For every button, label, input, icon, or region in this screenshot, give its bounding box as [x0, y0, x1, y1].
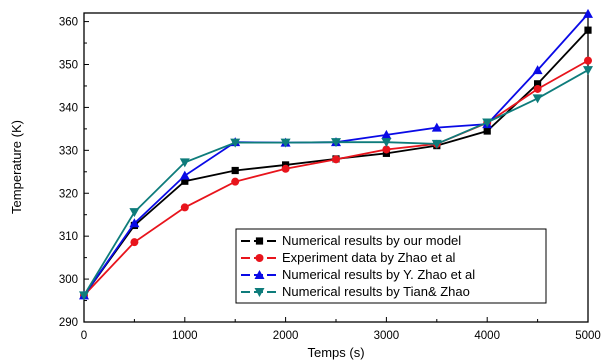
data-point [179, 170, 190, 180]
legend-swatch-marker [255, 254, 264, 262]
data-point [584, 26, 592, 34]
legend-swatch-marker [254, 270, 265, 279]
x-tick-label: 3000 [374, 330, 400, 342]
y-tick-label: 300 [59, 274, 78, 286]
y-axis-title: Temperature (K) [9, 120, 24, 214]
data-point [431, 139, 442, 149]
x-tick-label: 4000 [474, 330, 500, 342]
x-tick-label: 5000 [575, 330, 601, 342]
data-point [431, 122, 442, 132]
data-point [483, 127, 491, 135]
y-tick-label: 330 [59, 145, 78, 157]
data-point [230, 138, 241, 148]
x-axis-title: Temps (s) [307, 345, 364, 360]
data-point [332, 155, 340, 164]
data-point [532, 65, 543, 75]
data-point [79, 291, 89, 301]
data-point [482, 118, 493, 128]
x-tick-label: 2000 [273, 330, 299, 342]
legend-label-2: Experiment data by Zhao et al [282, 250, 456, 265]
data-point [583, 66, 593, 76]
y-tick-label: 340 [59, 102, 78, 114]
data-point [180, 203, 189, 212]
x-tick-label: 1000 [172, 330, 198, 342]
data-point [331, 138, 341, 148]
y-tick-label: 350 [59, 60, 78, 72]
series-layer [79, 8, 593, 301]
series-4 [79, 66, 593, 301]
data-point [583, 8, 593, 18]
y-tick-label: 290 [59, 317, 78, 329]
data-point [129, 208, 140, 218]
y-axis: 290 300 310 320 330 340 350 360 [59, 17, 89, 329]
data-point [534, 80, 542, 88]
legend-swatch-marker [254, 288, 265, 297]
data-point [281, 164, 290, 173]
data-point [181, 177, 189, 185]
legend-label-4: Numerical results by Tian& Zhao [282, 284, 470, 299]
legend: Numerical results by our model Experimen… [235, 228, 547, 304]
x-tick-label: 0 [81, 330, 87, 342]
data-point [280, 138, 291, 148]
data-point [231, 166, 239, 175]
data-point [382, 145, 391, 154]
data-point [129, 218, 140, 228]
data-point [231, 177, 240, 186]
data-point [381, 129, 392, 139]
legend-label-1: Numerical results by our model [282, 233, 461, 248]
y-tick-label: 360 [59, 17, 78, 29]
legend-label-3: Numerical results by Y. Zhao et al [282, 267, 475, 282]
legend-box [235, 228, 547, 304]
x-axis: 0 1000 2000 3000 4000 5000 [81, 317, 601, 342]
data-point [584, 56, 592, 65]
data-point [533, 84, 542, 93]
data-point [179, 158, 190, 168]
data-point [532, 94, 543, 104]
data-point [381, 138, 392, 148]
y-tick-label: 320 [59, 188, 78, 200]
data-point [130, 238, 139, 247]
y-tick-label: 310 [59, 231, 78, 243]
legend-swatch-marker [255, 237, 264, 245]
